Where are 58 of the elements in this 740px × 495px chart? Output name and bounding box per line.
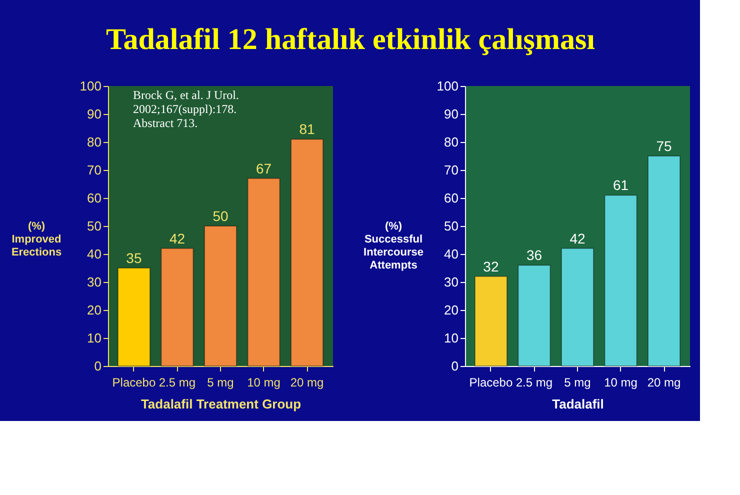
y-tick-label: 0 xyxy=(94,358,102,374)
y-tick-label: 40 xyxy=(87,246,102,262)
y-tick-label: 40 xyxy=(444,246,458,262)
y-axis-title: (%) Improved Erections xyxy=(11,220,62,258)
y-tick-label: 60 xyxy=(87,190,102,206)
data-label: 75 xyxy=(656,138,672,154)
y-tick-label: 90 xyxy=(444,106,458,122)
x-axis-title: Tadalafil Treatment Group xyxy=(140,396,302,412)
x-tick-label: 2.5 mg xyxy=(516,376,553,390)
bar xyxy=(160,248,194,366)
x-tick-label: 20 mg xyxy=(647,376,681,390)
y-tick-label: 100 xyxy=(80,78,102,94)
data-label: 61 xyxy=(612,177,629,194)
x-tick-label: Placebo xyxy=(469,376,513,390)
x-tick-label: 20 mg xyxy=(290,376,324,390)
x-tick-label: 10 mg xyxy=(604,376,638,390)
data-label: 36 xyxy=(526,247,542,264)
bar xyxy=(604,194,638,366)
data-label: 35 xyxy=(126,250,142,266)
x-tick-label: 5 mg xyxy=(207,376,234,390)
bar xyxy=(290,138,324,366)
y-tick-label: 20 xyxy=(444,302,458,318)
y-tick-label: 90 xyxy=(87,106,102,122)
y-tick-label: 70 xyxy=(87,162,102,178)
x-tick-label: Placebo xyxy=(112,376,156,390)
annotation: Brock G, et al. J Urol. 2002;167(suppl):178. Abstract 713. xyxy=(133,88,239,130)
y-tick-label: 80 xyxy=(444,134,458,150)
y-tick-label: 30 xyxy=(444,274,458,290)
bar xyxy=(561,248,594,366)
y-tick-label: 80 xyxy=(87,134,102,150)
data-label: 81 xyxy=(299,121,316,138)
y-tick-label: 70 xyxy=(444,162,458,178)
y-tick-label: 100 xyxy=(436,78,458,94)
bar xyxy=(117,268,150,366)
y-tick-label: 50 xyxy=(87,218,102,234)
bar xyxy=(474,276,508,366)
y-tick-label: 60 xyxy=(444,190,458,206)
bar xyxy=(204,226,237,366)
chart-title: Tadalafil 12 haftalık etkinlik çalışması xyxy=(106,23,595,56)
x-tick-label: 5 mg xyxy=(564,376,591,390)
data-label: 67 xyxy=(256,160,272,176)
x-axis-title: Tadalafil xyxy=(552,396,604,412)
bar xyxy=(648,156,681,366)
x-tick-label: 2.5 mg xyxy=(158,376,196,390)
y-tick-label: 30 xyxy=(87,274,102,290)
bar xyxy=(518,264,551,366)
y-tick-label: 10 xyxy=(444,330,458,346)
y-tick-label: 0 xyxy=(451,358,458,374)
bar xyxy=(247,178,280,366)
y-tick-label: 20 xyxy=(87,302,102,318)
y-axis-title: (%) Successful Intercourse Attempts xyxy=(364,220,424,272)
data-label: 50 xyxy=(212,208,228,224)
data-label: 42 xyxy=(169,230,186,246)
x-tick-label: 10 mg xyxy=(247,376,280,390)
y-tick-label: 10 xyxy=(87,330,102,346)
y-tick-label: 50 xyxy=(444,218,458,234)
data-label: 32 xyxy=(483,258,499,274)
data-label: 42 xyxy=(570,230,586,246)
